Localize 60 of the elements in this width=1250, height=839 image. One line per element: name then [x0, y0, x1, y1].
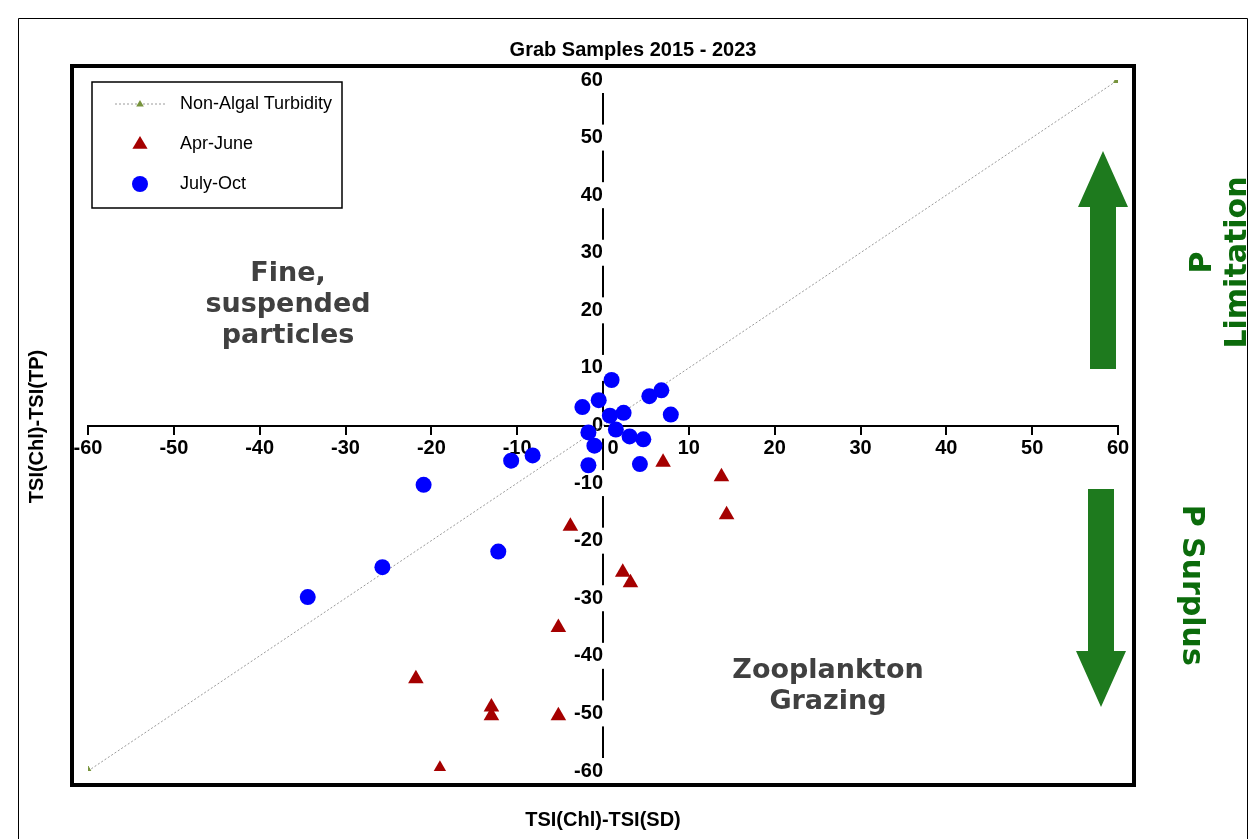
x-tick-label: 10 [677, 436, 700, 459]
y-tick-label: 60 [580, 67, 603, 90]
chart-title: Grab Samples 2015 - 2023 [508, 38, 758, 61]
y-tick-label: -30 [574, 585, 603, 608]
point [574, 399, 591, 416]
point [635, 431, 652, 448]
point [641, 388, 658, 405]
point [601, 407, 618, 424]
x-axis-title: TSI(Chl)-TSI(SD) [524, 808, 682, 831]
legend-label: July-Oct [180, 172, 247, 193]
point [662, 406, 679, 423]
point [580, 457, 597, 474]
point [631, 456, 648, 473]
point [713, 467, 730, 482]
point [718, 505, 735, 520]
y-tick-label: -60 [574, 758, 603, 781]
y-tick-label: 10 [580, 355, 603, 378]
x-tick-label: 60 [1106, 436, 1130, 459]
point [415, 476, 432, 493]
point [299, 589, 316, 606]
x-tick-label: 20 [763, 436, 786, 459]
point [621, 428, 638, 445]
y-tick-label: -10 [574, 470, 603, 493]
point [562, 517, 579, 531]
x-tick-label: -20 [416, 436, 446, 459]
text: P Surplus [1175, 503, 1212, 668]
point [614, 563, 631, 577]
y-tick-label: 40 [580, 182, 603, 205]
point [374, 559, 391, 576]
x-tick-label: -30 [331, 436, 360, 459]
x-tick-label: -40 [245, 436, 275, 459]
point [653, 382, 670, 399]
x-tick-label: 30 [849, 436, 872, 459]
legend-label: Non-Algal Turbidity [180, 92, 333, 113]
point [490, 543, 507, 560]
point [550, 706, 567, 721]
x-tick-label: -50 [159, 436, 189, 459]
x-tick-label: 40 [935, 436, 958, 459]
annotation: Fine, suspended particles [204, 256, 372, 350]
point [550, 618, 567, 633]
y-tick-label: 30 [580, 240, 603, 263]
point [607, 421, 624, 438]
y-axis-title: TSI(Chl)-TSI(TP) [24, 348, 48, 506]
point [408, 669, 424, 684]
y-tick-label: -50 [574, 700, 603, 723]
y-tick-label: 20 [580, 297, 603, 320]
point [603, 372, 620, 389]
x-tick-label: 50 [1021, 436, 1044, 459]
point [622, 573, 639, 588]
y-tick-label: 50 [580, 125, 603, 148]
y-tick-label: -20 [574, 528, 603, 551]
annotation: Zooplankton Grazing [731, 653, 925, 716]
y-tick-label: -40 [574, 643, 603, 666]
x-tick-label: -60 [73, 436, 103, 459]
point [655, 453, 671, 467]
text: P Limitation [1182, 175, 1250, 351]
point [615, 404, 632, 421]
legend-label: Apr-June [180, 132, 254, 153]
y-tick-label: 0 [591, 413, 603, 436]
point [590, 392, 607, 409]
